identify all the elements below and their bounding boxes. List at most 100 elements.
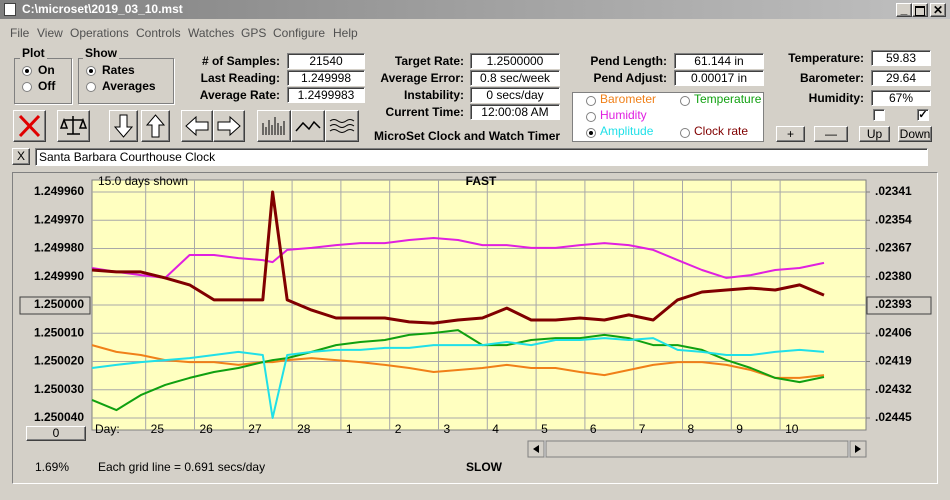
reading-field: 1.249998 xyxy=(287,70,365,86)
radio-label[interactable]: On xyxy=(38,63,55,77)
app-icon xyxy=(4,3,16,16)
menu-item[interactable]: Controls xyxy=(136,26,181,40)
x-tick-label: 26 xyxy=(199,422,213,436)
menu-item[interactable]: GPS xyxy=(241,26,267,40)
adjust-button[interactable]: Up xyxy=(859,126,890,142)
right-icon xyxy=(217,115,241,137)
legend-entry[interactable]: Temperature xyxy=(694,92,762,106)
radio-button[interactable] xyxy=(586,96,596,106)
group-title: Plot xyxy=(20,46,47,60)
radio-button[interactable] xyxy=(680,128,690,138)
y2-tick-label: .02380 xyxy=(875,269,912,283)
y2-tick-label: .02393 xyxy=(875,297,912,311)
legend-entry[interactable]: Clock rate xyxy=(694,124,749,138)
reading-label: Temperature: xyxy=(788,51,864,65)
tick-button xyxy=(19,296,91,315)
radio-button[interactable] xyxy=(22,66,32,76)
checkbox[interactable]: ✓ xyxy=(917,109,929,121)
down-button[interactable] xyxy=(109,110,138,142)
reading-field: 0.8 sec/week xyxy=(470,70,560,86)
radio-button[interactable] xyxy=(86,66,96,76)
y-tick-label: 1.249960 xyxy=(34,184,84,198)
menu-item[interactable]: Help xyxy=(333,26,358,40)
legend-entry[interactable]: Humidity xyxy=(600,108,647,122)
y-tick-label: 1.250030 xyxy=(34,382,84,396)
offset-button[interactable]: 0 xyxy=(26,426,86,441)
series-line xyxy=(91,329,825,412)
scroll-arrow xyxy=(533,445,539,453)
radio-button[interactable] xyxy=(586,128,596,138)
y2-tick-label: .02432 xyxy=(875,382,912,396)
x-tick-label: 10 xyxy=(785,422,799,436)
top-label: FAST xyxy=(466,174,497,188)
x-tick-label: 7 xyxy=(639,422,646,436)
scroll-thumb xyxy=(545,440,849,458)
menu-item[interactable]: Operations xyxy=(70,26,129,40)
x-tick-label: 8 xyxy=(688,422,695,436)
y-tick-label: 1.250010 xyxy=(34,325,84,339)
series-line xyxy=(91,190,825,325)
radio-label[interactable]: Rates xyxy=(102,63,135,77)
y2-tick-label: .02341 xyxy=(875,184,912,198)
line-view-button[interactable] xyxy=(291,110,325,142)
maximize-button[interactable] xyxy=(912,3,928,17)
adjust-button[interactable]: Down xyxy=(898,126,932,142)
stop-icon xyxy=(18,114,41,138)
menu-item[interactable]: File xyxy=(10,26,30,40)
reading-field: 67% xyxy=(871,90,931,106)
reading-field: 0.00017 in xyxy=(674,70,764,86)
reading-label: Last Reading: xyxy=(200,71,280,85)
up-button[interactable] xyxy=(141,110,170,142)
y2-tick-label: .02406 xyxy=(875,325,912,339)
minimize-button[interactable]: _ xyxy=(896,3,912,17)
left-button[interactable] xyxy=(181,110,213,142)
series-line xyxy=(91,337,825,419)
checkbox[interactable] xyxy=(873,109,885,121)
x-tick-label: 9 xyxy=(736,422,743,436)
y-tick-label: 1.249970 xyxy=(34,212,84,226)
menu-item[interactable]: Configure xyxy=(273,26,326,40)
clear-clock-button[interactable]: X xyxy=(12,148,30,165)
adjust-button[interactable]: + xyxy=(776,126,805,142)
right-button[interactable] xyxy=(213,110,245,142)
down-icon xyxy=(113,114,134,138)
menu-item[interactable]: View xyxy=(37,26,63,40)
radio-label[interactable]: Averages xyxy=(102,79,156,93)
reading-field: 0 secs/day xyxy=(470,87,560,103)
wave-view-button[interactable] xyxy=(325,110,359,142)
up-icon xyxy=(145,114,166,138)
radio-button[interactable] xyxy=(680,96,690,106)
stop-button[interactable] xyxy=(13,110,46,142)
left-icon xyxy=(185,115,209,137)
chart-panel xyxy=(12,172,938,484)
legend-entry[interactable]: Barometer xyxy=(600,92,657,106)
x-tick-label: 25 xyxy=(151,422,165,436)
x-tick-label: 4 xyxy=(492,422,499,436)
y-tick-label: 1.250040 xyxy=(34,410,84,424)
legend-entry[interactable]: Amplitude xyxy=(600,124,654,138)
radio-dot xyxy=(589,131,593,135)
radio-button[interactable] xyxy=(22,82,32,92)
x-tick-label: 5 xyxy=(541,422,548,436)
radio-dot xyxy=(25,69,29,73)
y2-tick-label: .02419 xyxy=(875,354,912,368)
radio-button[interactable] xyxy=(586,112,596,122)
scroll-arrow xyxy=(855,445,861,453)
reading-label: # of Samples: xyxy=(201,54,280,68)
bottom-label: SLOW xyxy=(466,460,503,474)
close-window-button[interactable]: ✕ xyxy=(930,3,946,17)
balance-button[interactable] xyxy=(57,110,90,142)
bars-view-button[interactable] xyxy=(257,110,291,142)
radio-button[interactable] xyxy=(86,82,96,92)
radio-label[interactable]: Off xyxy=(38,79,56,93)
menu-item[interactable]: Watches xyxy=(188,26,235,40)
reading-label: Barometer: xyxy=(799,71,864,85)
x-tick-label: 28 xyxy=(297,422,311,436)
reading-label: Instability: xyxy=(403,88,464,102)
y-tick-label: 1.250000 xyxy=(34,297,84,311)
reading-label: Target Rate: xyxy=(394,54,464,68)
adjust-button[interactable]: — xyxy=(814,126,848,142)
clock-name-field[interactable]: Santa Barbara Courthouse Clock xyxy=(35,148,928,166)
y-tick-label: 1.250020 xyxy=(34,354,84,368)
